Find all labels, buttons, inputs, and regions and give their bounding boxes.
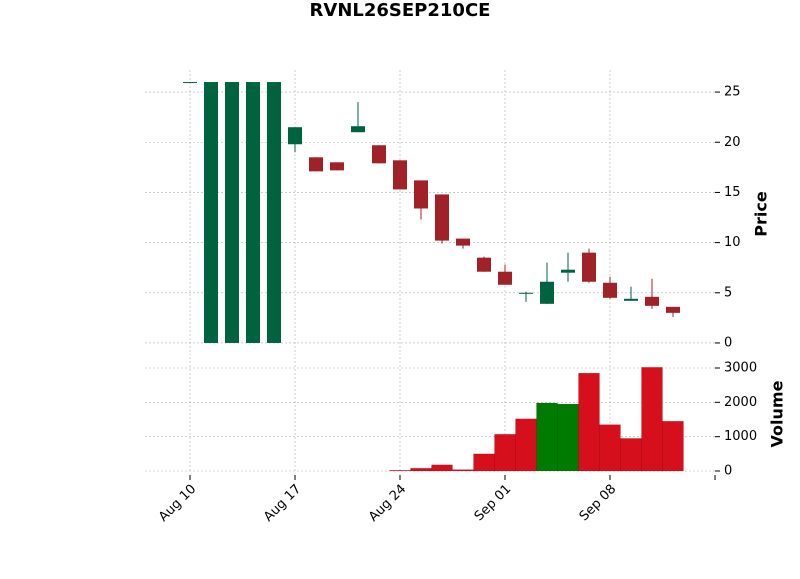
candle-body <box>561 269 575 273</box>
candle-body <box>624 298 638 301</box>
volume-bar <box>557 403 579 472</box>
candle-body <box>603 282 617 298</box>
candle-body <box>309 157 323 172</box>
volume-bar <box>662 420 684 472</box>
candle-body <box>414 180 428 209</box>
y-tick-label: 25 <box>724 85 741 100</box>
volume-bar <box>578 372 600 472</box>
volume-bar <box>473 453 495 472</box>
candle-body <box>477 257 491 272</box>
candle-body <box>519 292 533 294</box>
y-tick-label: 5 <box>724 285 732 300</box>
candle-body <box>393 160 407 190</box>
candle-body <box>435 194 449 241</box>
candle-body <box>267 82 281 343</box>
candle-body <box>204 82 218 343</box>
y-tick-label: 15 <box>724 185 741 200</box>
volume-bar <box>389 470 411 472</box>
candle-body <box>498 271 512 285</box>
candle-body <box>540 281 554 304</box>
x-tick-label: Aug 10 <box>156 482 199 525</box>
y-tick-label: 20 <box>724 135 741 150</box>
volume-bar <box>599 424 621 472</box>
volume-tick-label: 2000 <box>724 395 757 410</box>
candle-body <box>288 127 302 145</box>
candle-body <box>330 162 344 171</box>
candle-body <box>183 82 197 84</box>
volume-tick-label: 0 <box>724 464 732 479</box>
volume-bar <box>452 469 474 472</box>
y-axis-label: Price <box>752 191 771 237</box>
volume-bar <box>620 438 642 472</box>
volume-bar <box>431 464 453 472</box>
y-tick-label: 10 <box>724 235 741 250</box>
candle-body <box>372 145 386 164</box>
candle-body <box>456 238 470 246</box>
volume-axis-label: Volume <box>768 380 787 447</box>
chart-title: RVNL26SEP210CE <box>310 0 491 21</box>
volume-bar <box>494 434 516 472</box>
candle-body <box>666 306 680 313</box>
volume-tick-label: 1000 <box>724 429 757 444</box>
volume-bar <box>536 402 558 472</box>
candle-body <box>225 82 239 343</box>
candle-body <box>582 252 596 282</box>
volume-tick-label: 3000 <box>724 360 757 375</box>
candle-body <box>351 126 365 133</box>
candle-body <box>246 82 260 343</box>
x-tick-label: Aug 17 <box>261 482 304 525</box>
volume-bar <box>515 418 537 472</box>
volume-bar <box>641 367 663 472</box>
volume-bar <box>410 468 432 472</box>
x-tick-label: Sep 01 <box>472 482 515 525</box>
candle-body <box>645 296 659 306</box>
x-tick-label: Sep 08 <box>577 482 620 525</box>
x-tick-label: Aug 24 <box>366 482 409 525</box>
y-tick-label: 0 <box>724 335 732 350</box>
